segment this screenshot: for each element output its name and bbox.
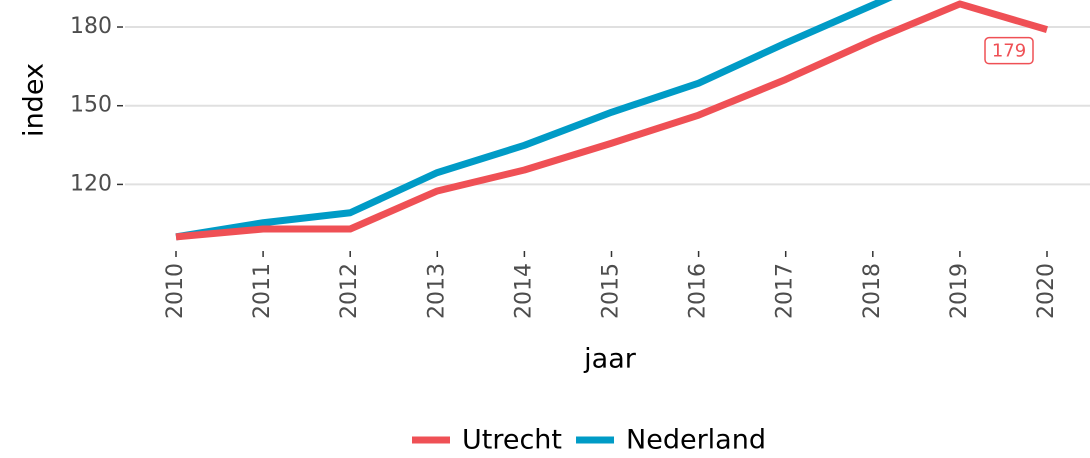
y-axis-title: index [19, 63, 50, 137]
x-axis-title: jaar [583, 344, 637, 375]
x-tick-label: 2010 [163, 263, 188, 319]
legend-label: Utrecht [462, 425, 562, 456]
data-label: 179 [992, 41, 1026, 62]
x-tick-label: 2013 [424, 263, 449, 319]
series-line [175, 0, 1048, 241]
x-tick-label: 2017 [773, 263, 798, 319]
series-line [175, 0, 893, 241]
x-tick-label: 2019 [947, 263, 972, 319]
x-tick-label: 2020 [1034, 263, 1059, 319]
y-tick-label: 120 [70, 171, 112, 196]
x-tick-label: 2018 [860, 263, 885, 319]
data-label-box [984, 36, 1034, 65]
x-tick-label: 2012 [337, 263, 362, 319]
x-tick-label: 2014 [511, 263, 536, 319]
x-tick-label: 2016 [686, 263, 711, 319]
x-tick-label: 2015 [599, 263, 624, 319]
legend: Utrecht Nederland [412, 425, 766, 456]
grid: 120 150 180 2010 2011 2012 2013 2014 2015 2016 201… [70, 14, 1090, 319]
lines [175, 0, 1048, 241]
x-tick-label: 2011 [250, 263, 275, 319]
legend-label: Nederland [626, 425, 766, 456]
y-tick-label: 150 [70, 93, 112, 118]
y-tick-label: 180 [70, 14, 112, 39]
